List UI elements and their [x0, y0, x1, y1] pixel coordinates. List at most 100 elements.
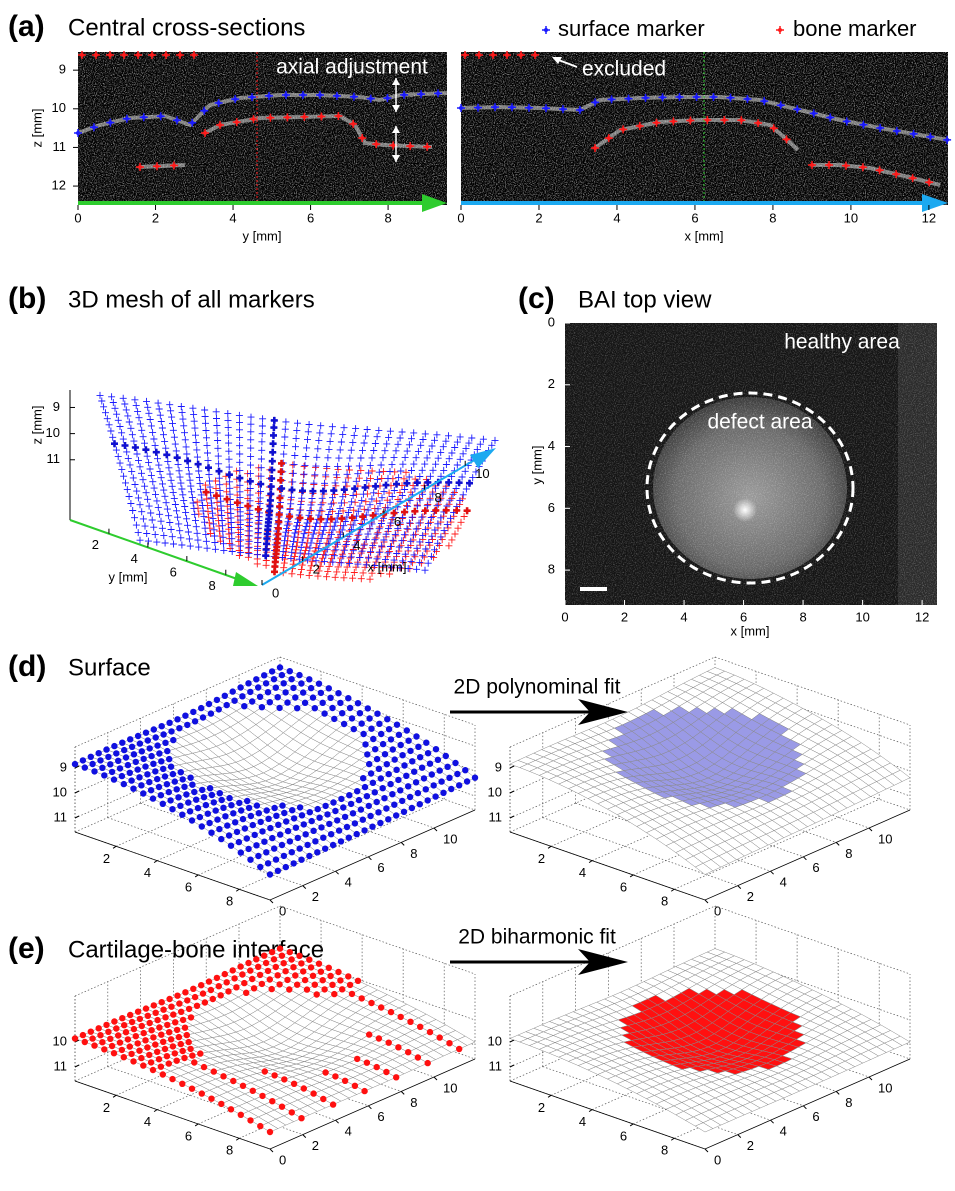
marker-dot [164, 1053, 170, 1059]
panel-label: (a) [8, 10, 45, 43]
marker-dot [103, 746, 109, 752]
marker-dot [107, 1036, 113, 1042]
marker [533, 53, 537, 57]
marker-dot [370, 736, 376, 742]
marker-dot [143, 730, 149, 736]
marker-dot [321, 710, 327, 716]
marker-dot [407, 794, 413, 800]
x-tick-label: 12 [922, 210, 936, 225]
marker-dot [170, 1011, 176, 1017]
marker-dot [168, 1036, 174, 1042]
marker-dot [113, 1025, 119, 1031]
y-tick-label: 2 [548, 376, 555, 391]
marker [267, 94, 271, 98]
marker-dot [253, 842, 259, 848]
marker [491, 53, 495, 57]
marker-dot [376, 1035, 382, 1041]
marker [638, 124, 642, 128]
x-tick [434, 828, 437, 831]
marker-dot [208, 710, 214, 716]
marker-dot [187, 1046, 193, 1052]
x-tick-label: 6 [377, 1109, 384, 1124]
marker-dot [269, 986, 275, 992]
marker-dot [376, 766, 382, 772]
x-tick-label: 8 [384, 210, 391, 225]
marker [861, 165, 865, 169]
marker-dot [253, 676, 259, 682]
y-tick [589, 861, 592, 863]
marker-dot [207, 785, 213, 791]
marker-dot [185, 799, 191, 805]
marker-dot [386, 726, 392, 732]
marker-dot [294, 982, 300, 988]
marker-dot [398, 1014, 404, 1020]
marker-dot [197, 814, 203, 820]
marker-dot [168, 728, 174, 734]
marker-dot [180, 776, 186, 782]
marker-dot [162, 740, 168, 746]
marker [912, 132, 916, 136]
marker-dot [360, 731, 366, 737]
marker-dot [156, 1056, 162, 1062]
x-tick-label: 4 [353, 538, 360, 553]
marker-dot [271, 956, 277, 962]
marker-dot [352, 1083, 358, 1089]
marker [436, 91, 440, 95]
marker-dot [339, 710, 345, 716]
marker-dot [347, 705, 353, 711]
y-tick-label: 8 [661, 1143, 668, 1158]
marker-dot [121, 781, 127, 787]
z-tick-label: 11 [54, 1058, 68, 1073]
marker-dot [350, 810, 356, 816]
marker-dot [326, 821, 332, 827]
y-axis-label: y [mm] [109, 569, 148, 584]
marker [402, 93, 406, 97]
marker-dot [201, 1064, 207, 1070]
x-tick-label: 2 [152, 210, 159, 225]
marker [336, 114, 340, 118]
marker [235, 120, 239, 124]
x-tick-label: 0 [74, 210, 81, 225]
x-tick [368, 1106, 371, 1109]
x-tick [303, 1135, 306, 1138]
marker-dot [374, 711, 380, 717]
marker-dot [218, 1101, 224, 1107]
marker-dot [148, 1059, 154, 1065]
marker-dot [224, 702, 230, 708]
marker-dot [257, 1123, 263, 1129]
marker-dot [127, 770, 133, 776]
marker-dot [404, 727, 410, 733]
x-tick-label: 4 [345, 1124, 352, 1139]
marker-dot [195, 805, 201, 811]
marker-dot [103, 1022, 109, 1028]
y-tick-label: 2 [538, 1100, 545, 1115]
surface-section [111, 417, 473, 559]
x-tick [836, 1091, 839, 1094]
marker-dot [129, 744, 135, 750]
marker [705, 118, 709, 122]
marker-dot [359, 720, 365, 726]
x-tick-label: 6 [307, 210, 314, 225]
marker-dot [200, 990, 206, 996]
marker-dot [421, 775, 427, 781]
marker-dot [97, 1032, 103, 1038]
marker-dot [298, 680, 304, 686]
marker-dot [169, 1076, 175, 1082]
marker [827, 163, 831, 167]
marker-dot [362, 741, 368, 747]
marker-dot [183, 791, 189, 797]
marker-dot [364, 1060, 370, 1066]
marker-dot [342, 1078, 348, 1084]
marker-dot [222, 971, 228, 977]
marker-dot [172, 778, 178, 784]
marker-dot [208, 830, 214, 836]
marker-dot [218, 992, 224, 998]
marker-dot [262, 1068, 268, 1074]
marker-dot [289, 849, 295, 855]
x-tick-label: 0 [272, 585, 279, 600]
y-tick-label: 8 [548, 562, 555, 577]
x-axis-label: x [mm] [685, 228, 724, 243]
marker-dot [267, 1129, 273, 1135]
y-tick [671, 889, 674, 891]
marker-dot [365, 705, 371, 711]
